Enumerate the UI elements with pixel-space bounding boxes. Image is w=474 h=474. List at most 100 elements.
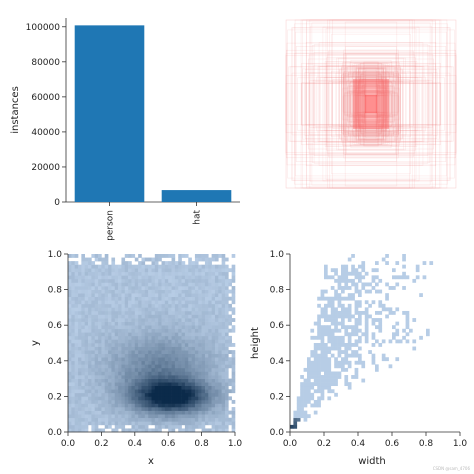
xy-heat-cell bbox=[154, 407, 159, 411]
wh-heat-cell bbox=[324, 343, 328, 347]
bbox-outline bbox=[357, 74, 385, 134]
xy-heat-cell bbox=[68, 332, 72, 337]
wh-heat-cell bbox=[320, 335, 325, 340]
wh-heat-cell bbox=[354, 310, 359, 315]
xy-heat-cell bbox=[98, 389, 102, 394]
xy-heat-cell bbox=[228, 307, 232, 312]
xy-heat-cell bbox=[68, 300, 72, 305]
xy-heat-cell bbox=[81, 403, 85, 408]
xy-heat-cell bbox=[71, 417, 75, 422]
wh-heat-cell bbox=[303, 399, 308, 404]
xy-heat-cell bbox=[188, 321, 192, 326]
xy-heat-cell bbox=[71, 293, 75, 298]
xy-heat-cell bbox=[208, 417, 212, 422]
xy-heat-cell bbox=[221, 314, 226, 319]
xy-heat-cell bbox=[168, 271, 172, 276]
xy-heat-cell bbox=[91, 414, 96, 419]
xy-heat-cell bbox=[84, 392, 89, 397]
xy-heat-cell bbox=[208, 271, 212, 276]
xy-heat-cell bbox=[224, 286, 229, 290]
xy-heat-cell bbox=[231, 300, 236, 305]
bbox-outline bbox=[360, 74, 382, 134]
xy-heat-cell bbox=[184, 421, 189, 426]
xy-heat-cell bbox=[158, 360, 162, 365]
xy-heat-cell bbox=[101, 382, 106, 387]
wh-heat-cell bbox=[330, 371, 335, 376]
xy-heat-cell bbox=[144, 300, 149, 305]
xy-heat-cell bbox=[91, 278, 96, 283]
xy-heat-cell bbox=[208, 293, 212, 298]
xy-heat-cell bbox=[134, 414, 139, 419]
xy-heat-cell bbox=[141, 282, 146, 287]
xy-heat-cell bbox=[128, 332, 132, 337]
bbox-outline bbox=[352, 86, 390, 122]
xy-heat-cell bbox=[228, 289, 232, 294]
xy-heat-cell bbox=[164, 310, 169, 315]
xy-heat-cell bbox=[221, 353, 226, 358]
xy-heat-cell bbox=[84, 407, 89, 411]
xy-heat-cell bbox=[101, 357, 106, 362]
xy-heat-cell bbox=[101, 296, 106, 301]
xy-heat-cell bbox=[174, 268, 179, 273]
xy-heat-cell bbox=[121, 417, 126, 422]
wh-heat-cell bbox=[364, 321, 369, 326]
xy-heat-cell bbox=[224, 310, 229, 315]
xy-heat-cell bbox=[191, 371, 196, 376]
xy-heat-cell bbox=[164, 325, 169, 330]
xy-heat-cell bbox=[174, 343, 179, 347]
xy-heat-cell bbox=[141, 289, 146, 294]
xy-heat-cell bbox=[184, 286, 189, 290]
xy-heat-cell bbox=[171, 310, 176, 315]
xy-heat-cell bbox=[128, 321, 132, 326]
xy-heat-cell bbox=[104, 403, 109, 408]
wh-heat-cell bbox=[405, 325, 410, 330]
xy-heat-cell bbox=[148, 360, 152, 365]
xy-heat-cell bbox=[78, 307, 82, 312]
xy-heat-cell bbox=[81, 392, 85, 397]
xy-heat-cell bbox=[201, 318, 206, 322]
xy-heat-cell bbox=[124, 271, 129, 276]
wh-heat-cell bbox=[347, 293, 352, 298]
wh-heat-cell bbox=[313, 403, 318, 408]
xy-heat-cell bbox=[188, 289, 192, 294]
xy-heat-cell bbox=[88, 417, 92, 422]
bbox-outline bbox=[359, 70, 383, 138]
xy-heat-cell bbox=[101, 268, 106, 273]
xy-heat-cell bbox=[228, 282, 232, 287]
xy-heat-cell bbox=[174, 410, 179, 415]
xy-heat-cell bbox=[131, 367, 136, 372]
wh-heat-cell bbox=[337, 343, 342, 347]
xy-heat-cell bbox=[78, 424, 82, 429]
bbox-outline bbox=[353, 90, 389, 118]
xy-heat-cell bbox=[164, 289, 169, 294]
xy-heat-cell bbox=[168, 360, 172, 365]
xy-heat-cell bbox=[148, 421, 152, 426]
xy-heat-cell bbox=[121, 303, 126, 308]
xy-heat-cell bbox=[194, 357, 199, 362]
xy-heat-cell bbox=[81, 318, 85, 322]
xy-heat-cell bbox=[84, 321, 89, 326]
bbox-outline bbox=[344, 61, 398, 147]
xy-heat-cell bbox=[208, 328, 212, 333]
xy-heat-cell bbox=[98, 293, 102, 298]
xy-heat-cell bbox=[128, 318, 132, 322]
xy-heat-cell bbox=[228, 350, 232, 354]
xy-heat-cell bbox=[91, 350, 96, 354]
xy-heat-cell bbox=[201, 275, 206, 280]
xy-heat-cell bbox=[214, 321, 219, 326]
xy-heat-cell bbox=[194, 364, 199, 369]
xy-heat-cell bbox=[98, 286, 102, 290]
wh-heat-cell bbox=[320, 382, 325, 387]
bbox-outline bbox=[287, 29, 455, 179]
xy-heat-cell bbox=[228, 321, 232, 326]
xy-heat-cell bbox=[218, 403, 222, 408]
wh-heat-cell bbox=[330, 375, 335, 379]
xy-heat-cell bbox=[124, 399, 129, 404]
bbox-outline bbox=[356, 79, 386, 129]
xy-heat-cell bbox=[134, 364, 139, 369]
xy-heat-cell bbox=[68, 325, 72, 330]
xy-heat-cell bbox=[141, 275, 146, 280]
xy-heat-cell bbox=[144, 293, 149, 298]
xy-heat-cell bbox=[224, 343, 229, 347]
xy-heat-cell bbox=[71, 367, 75, 372]
